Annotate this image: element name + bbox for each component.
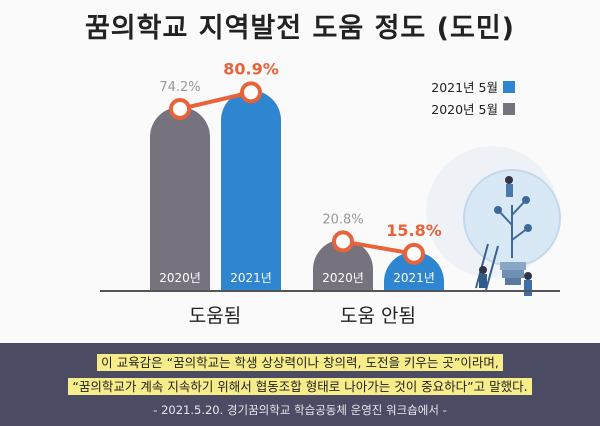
trend-line-2 [342, 239, 415, 256]
legend-label-2: 2020년 5월 [431, 102, 498, 117]
point-2020-1 [169, 97, 191, 120]
quote-source: - 2021.5.20. 경기꿈의학교 학습공동체 운영진 워크숍에서 - [153, 403, 447, 417]
bar-label-2020-2: 2020년 [322, 271, 364, 285]
legend-label-1: 2021년 5월 [431, 80, 498, 95]
point-2021-1 [240, 81, 262, 104]
bar-2020-1 [150, 106, 210, 291]
bar-2021-2 [384, 251, 444, 291]
point-2020-2 [332, 230, 354, 253]
value-label-2021-2: 15.8% [386, 221, 442, 240]
bar-label-2020-1: 2020년 [159, 271, 201, 285]
bar-label-2021-2: 2021년 [393, 271, 435, 285]
value-label-2020-2: 20.8% [322, 212, 363, 227]
point-2021-2 [403, 242, 425, 265]
plot: 2020년 2021년 74.2% 80.9% 도움됨 2020년 2021년 20.8% 15… [100, 59, 560, 327]
trend-line-1 [179, 90, 252, 111]
legend-swatch-1 [503, 81, 515, 93]
bar-label-2021-1: 2021년 [230, 271, 272, 285]
bar-2021-1 [221, 90, 281, 292]
category-label-1: 도움됨 [189, 305, 241, 327]
value-label-2020-1: 74.2% [159, 80, 200, 95]
category-label-2: 도움 안됨 [340, 305, 416, 327]
chart-title: 꿈의학교 지역발전 도움 정도 (도민) [84, 13, 516, 44]
lightbulb-illustration [426, 146, 561, 296]
value-label-2021-1: 80.9% [223, 59, 279, 78]
quote-line-1: 이 교육감은 “꿈의학교는 학생 상상력이나 창의력, 도전을 키우는 곳”이라… [0, 352, 600, 371]
legend-swatch-2 [503, 103, 515, 115]
quote-line-2: “꿈의학교가 계속 지속하기 위해서 협동조합 형태로 나아가는 것이 중요하다… [0, 376, 600, 395]
chart-area: 2020년 2021년 74.2% 80.9% 도움됨 2020년 2021년 20.8% 15… [100, 59, 561, 327]
bar-2020-2 [313, 239, 373, 291]
